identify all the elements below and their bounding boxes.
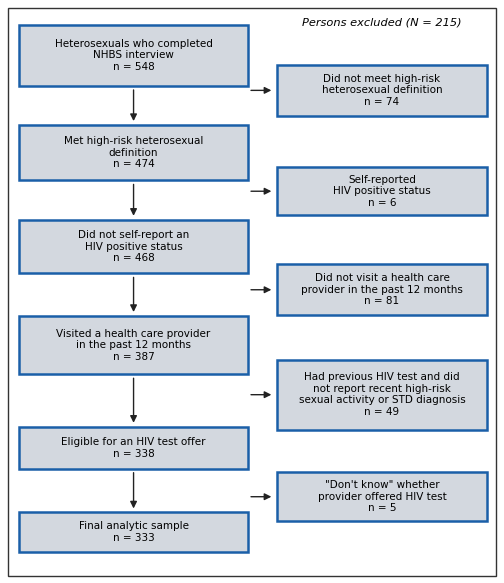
Bar	[277, 264, 487, 315]
Text: Did not visit a health care
provider in the past 12 months
n = 81: Did not visit a health care provider in …	[301, 273, 463, 306]
Bar	[277, 65, 487, 116]
Bar	[19, 316, 248, 374]
Bar	[19, 220, 248, 273]
Text: Self-reported
HIV positive status
n = 6: Self-reported HIV positive status n = 6	[333, 175, 431, 208]
Bar	[277, 472, 487, 522]
Text: Did not meet high-risk
heterosexual definition
n = 74: Did not meet high-risk heterosexual defi…	[322, 74, 443, 107]
Text: Persons excluded (N = 215): Persons excluded (N = 215)	[302, 17, 462, 27]
Text: Met high-risk heterosexual
definition
n = 474: Met high-risk heterosexual definition n …	[64, 136, 203, 169]
Bar	[277, 167, 487, 215]
Bar	[19, 125, 248, 181]
Bar	[277, 360, 487, 430]
Bar	[19, 25, 248, 86]
Text: "Don't know" whether
provider offered HIV test
n = 5: "Don't know" whether provider offered HI…	[318, 480, 447, 513]
Bar	[19, 512, 248, 552]
Text: Heterosexuals who completed
NHBS interview
n = 548: Heterosexuals who completed NHBS intervi…	[54, 39, 213, 72]
Text: Eligible for an HIV test offer
n = 338: Eligible for an HIV test offer n = 338	[61, 437, 206, 459]
Text: Visited a health care provider
in the past 12 months
n = 387: Visited a health care provider in the pa…	[56, 329, 211, 361]
Text: Did not self-report an
HIV positive status
n = 468: Did not self-report an HIV positive stat…	[78, 230, 189, 263]
Text: Final analytic sample
n = 333: Final analytic sample n = 333	[79, 521, 188, 543]
Text: Had previous HIV test and did
not report recent high-risk
sexual activity or STD: Had previous HIV test and did not report…	[299, 373, 465, 417]
Bar	[19, 427, 248, 469]
